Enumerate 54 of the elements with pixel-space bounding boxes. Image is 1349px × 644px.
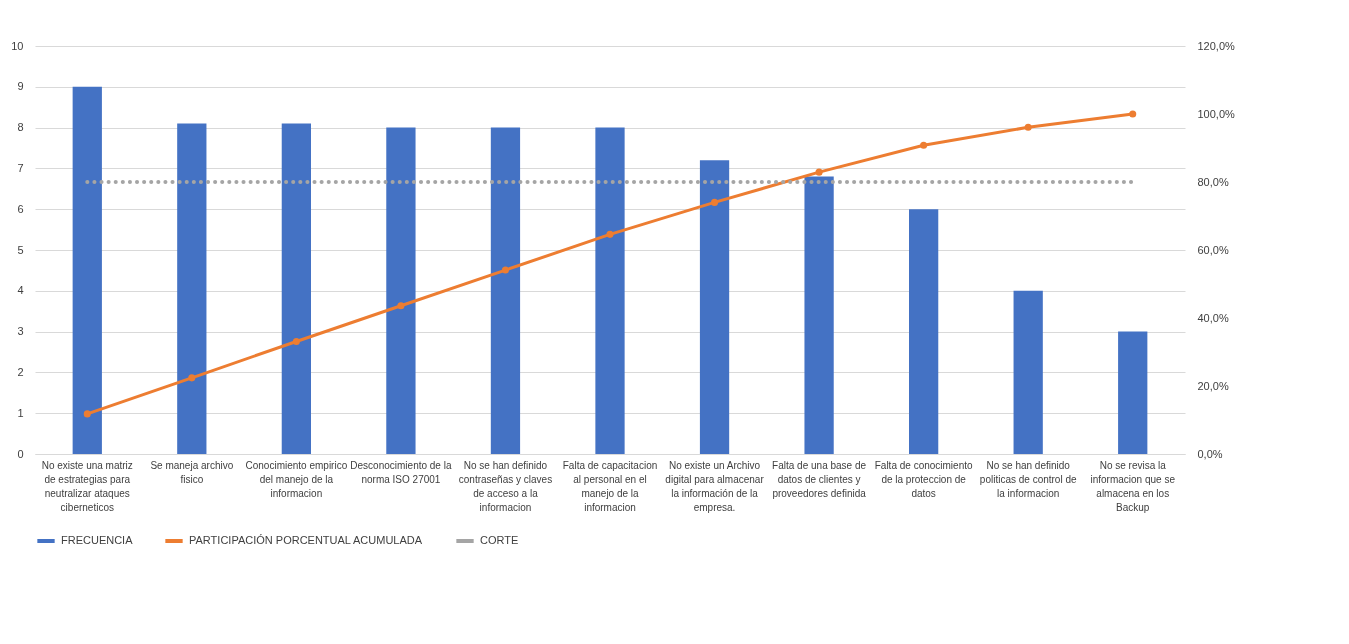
point	[292, 337, 300, 345]
bar	[177, 123, 207, 454]
point	[606, 230, 614, 238]
y2-tick-label: 60,0%	[1197, 243, 1229, 256]
x-tick-label: Desconocimiento de la norma ISO 27001	[350, 459, 452, 485]
y2-tick-label: 80,0%	[1197, 175, 1229, 188]
bar	[72, 86, 102, 454]
y2-tick-label: 120,0%	[1197, 39, 1236, 52]
y2-tick-label: 40,0%	[1197, 311, 1229, 324]
bar	[804, 176, 834, 454]
x-tick-label: Falta de una base de datos de clientes y proveedores definida	[772, 459, 867, 499]
x-tick-label: No se han definido contraseñas y claves de acceso a la informacion	[458, 459, 553, 513]
y2-tick-label: 100,0%	[1197, 107, 1236, 120]
legend-label: PARTICIPACIÓN PORCENTUAL ACUMULADA	[189, 534, 423, 546]
bar	[595, 127, 625, 454]
x-tick-label: No se revisa la informacion que se almacena en los Backup	[1090, 459, 1176, 513]
y-tick-label: 0	[17, 447, 24, 460]
point	[1129, 110, 1137, 118]
y-tick-label: 2	[17, 365, 24, 378]
point	[920, 141, 928, 149]
point	[815, 168, 823, 176]
x-tick-label: No existe un Archivo digital para almacenar la información de la empresa.	[665, 459, 765, 513]
x-tick-label: Falta de capacitacion al personal en el manejo de la informacion	[562, 459, 658, 513]
y-tick-label: 5	[17, 243, 24, 256]
y-tick-label: 1	[17, 406, 24, 419]
point	[1024, 123, 1032, 131]
bar	[490, 127, 521, 454]
x-tick-label: Falta de conocimiento de la proteccion de datos	[874, 459, 973, 499]
point	[83, 410, 91, 418]
y-tick-label: 4	[17, 284, 24, 297]
point	[501, 266, 509, 274]
y-tick-label: 3	[17, 325, 24, 338]
point	[711, 198, 719, 206]
bar	[1013, 290, 1043, 454]
bar	[386, 127, 416, 454]
y-tick-label: 6	[17, 202, 24, 215]
point	[397, 302, 405, 310]
y-tick-label: 9	[17, 80, 24, 93]
y-tick-label: 8	[17, 121, 24, 134]
x-tick-label: No se han definido politicas de control de la informacion	[979, 459, 1077, 499]
legend-label: FRECUENCIA	[61, 534, 134, 546]
y2-tick-label: 20,0%	[1197, 379, 1229, 392]
x-tick-label: Se maneja archivo fisico	[150, 459, 234, 485]
legend-label: CORTE	[480, 534, 519, 546]
y-tick-label: 10	[11, 39, 24, 52]
bar	[1118, 331, 1148, 454]
bar	[909, 209, 939, 454]
x-tick-label: No existe una matriz de estrategias para neutralizar ataques ciberneticos	[41, 459, 133, 513]
bar	[281, 123, 311, 454]
bar	[699, 160, 730, 454]
y-tick-label: 7	[17, 161, 24, 174]
point	[188, 374, 196, 382]
y2-tick-label: 0,0%	[1197, 447, 1223, 460]
x-tick-label: Conocimiento empirico del manejo de la informacion	[245, 459, 348, 499]
